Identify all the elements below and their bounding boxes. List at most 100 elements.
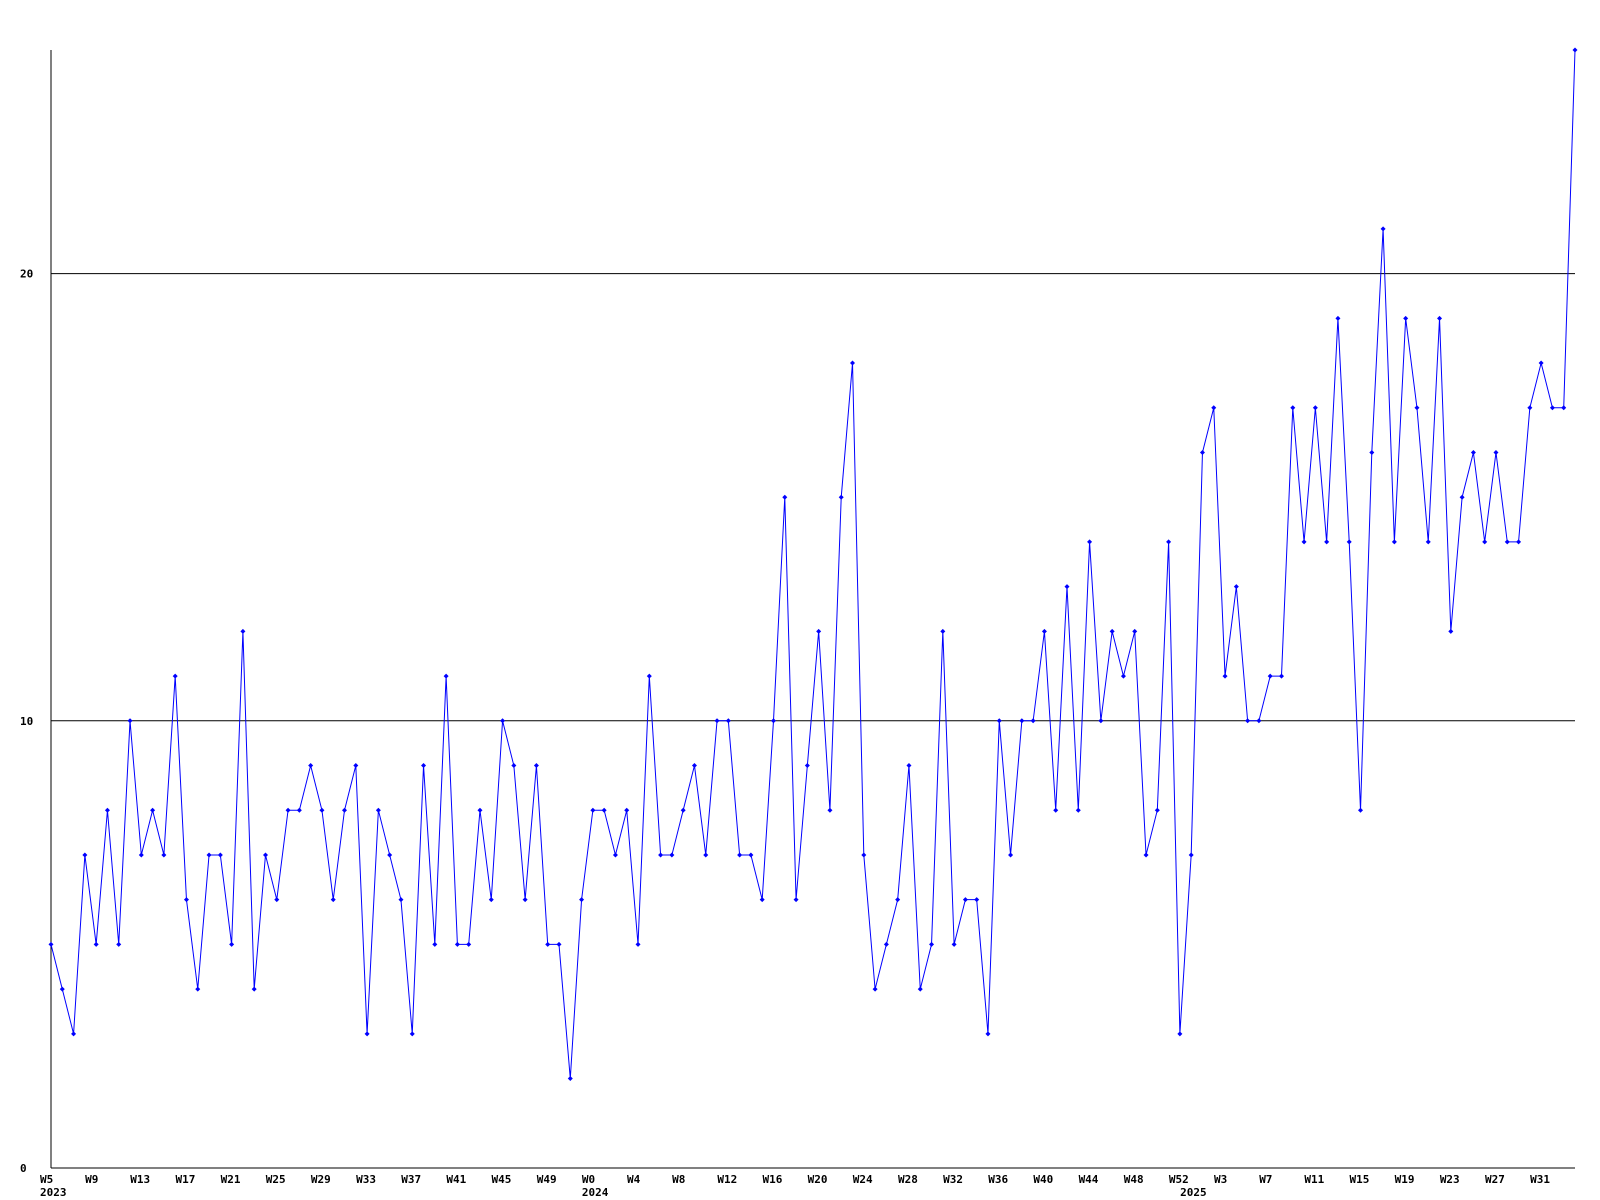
point-marker [1414, 405, 1420, 411]
point-marker [1233, 584, 1239, 590]
point-marker [296, 807, 302, 813]
point-marker [601, 807, 607, 813]
x-tick-label: W23 [1440, 1173, 1460, 1186]
point-marker [1437, 315, 1443, 321]
point-marker [1290, 405, 1296, 411]
point-marker [421, 763, 427, 769]
point-marker [838, 494, 844, 500]
point-marker [454, 941, 460, 947]
x-tick-label: W19 [1395, 1173, 1415, 1186]
point-marker [71, 1031, 77, 1037]
point-marker [1425, 539, 1431, 545]
x-tick-label: W31 [1530, 1173, 1550, 1186]
x-tick-label: W33 [356, 1173, 376, 1186]
x-tick-label: W36 [988, 1173, 1008, 1186]
point-marker [962, 897, 968, 903]
point-marker [545, 941, 551, 947]
point-marker [432, 941, 438, 947]
point-marker [850, 360, 856, 366]
point-marker [240, 628, 246, 634]
point-marker [1470, 449, 1476, 455]
point-marker [1358, 807, 1364, 813]
point-marker [624, 807, 630, 813]
point-marker [1312, 405, 1318, 411]
point-marker [1324, 539, 1330, 545]
x-tick-label: W29 [311, 1173, 331, 1186]
x-tick-label: W49 [537, 1173, 557, 1186]
series-line [50, 49, 1576, 1079]
x-tick-label: W3 [1214, 1173, 1227, 1186]
point-marker [804, 763, 810, 769]
y-tick-label: 0 [20, 1162, 27, 1175]
point-marker [658, 852, 664, 858]
point-marker [533, 763, 539, 769]
point-marker [1380, 226, 1386, 232]
point-marker [996, 718, 1002, 724]
point-marker [1346, 539, 1352, 545]
x-tick-label: W27 [1485, 1173, 1505, 1186]
point-marker [1041, 628, 1047, 634]
x-tick-label: W41 [446, 1173, 466, 1186]
point-marker [827, 807, 833, 813]
y-tick-label: 10 [20, 715, 33, 728]
x-tick-label: W7 [1259, 1173, 1272, 1186]
point-marker [251, 986, 257, 992]
point-marker [974, 897, 980, 903]
x-tick-label: W32 [943, 1173, 963, 1186]
x-tick-label: W45 [492, 1173, 512, 1186]
point-marker [646, 673, 652, 679]
point-marker [138, 852, 144, 858]
point-marker [612, 852, 618, 858]
point-marker [1403, 315, 1409, 321]
point-marker [82, 852, 88, 858]
point-marker [488, 897, 494, 903]
point-marker [500, 718, 506, 724]
point-marker [1177, 1031, 1183, 1037]
point-marker [579, 897, 585, 903]
point-marker [906, 763, 912, 769]
point-marker [1267, 673, 1273, 679]
point-marker [635, 941, 641, 947]
point-marker [1211, 405, 1217, 411]
point-marker [1301, 539, 1307, 545]
point-marker [895, 897, 901, 903]
point-marker [929, 941, 935, 947]
point-marker [59, 986, 65, 992]
point-marker [748, 852, 754, 858]
point-marker [48, 941, 54, 947]
point-marker [703, 852, 709, 858]
point-marker [511, 763, 517, 769]
point-marker [590, 807, 596, 813]
point-marker [1245, 718, 1251, 724]
x-tick-label: W12 [717, 1173, 737, 1186]
point-marker [1561, 405, 1567, 411]
x-tick-label: W13 [130, 1173, 150, 1186]
point-marker [816, 628, 822, 634]
point-marker [319, 807, 325, 813]
point-marker [1008, 852, 1014, 858]
point-marker [770, 718, 776, 724]
point-marker [1369, 449, 1375, 455]
point-marker [364, 1031, 370, 1037]
point-marker [183, 897, 189, 903]
point-marker [1549, 405, 1555, 411]
point-marker [1278, 673, 1284, 679]
point-marker [556, 941, 562, 947]
point-marker [330, 897, 336, 903]
point-marker [195, 986, 201, 992]
point-marker [217, 852, 223, 858]
point-marker [1482, 539, 1488, 545]
point-marker [883, 941, 889, 947]
x-tick-label: W40 [1033, 1173, 1053, 1186]
point-marker [1166, 539, 1172, 545]
point-marker [285, 807, 291, 813]
point-marker [680, 807, 686, 813]
x-tick-label: W11 [1304, 1173, 1324, 1186]
point-marker [127, 718, 133, 724]
point-marker [477, 807, 483, 813]
point-marker [1019, 718, 1025, 724]
point-marker [1154, 807, 1160, 813]
point-marker [737, 852, 743, 858]
point-marker [1087, 539, 1093, 545]
point-marker [1132, 628, 1138, 634]
